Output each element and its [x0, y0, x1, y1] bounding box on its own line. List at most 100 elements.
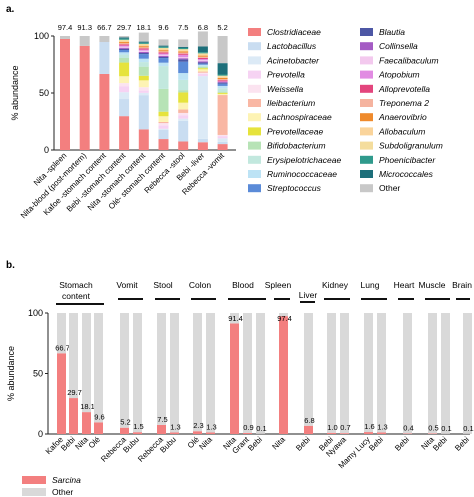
legend-swatch	[248, 170, 261, 178]
bar-segment	[377, 432, 386, 434]
bar-segment	[197, 63, 208, 65]
legend-swatch	[360, 70, 373, 79]
legend-label: Ruminococcaceae	[267, 169, 337, 179]
bar-segment	[197, 64, 208, 66]
panel-b-legend: Sarcina Other	[22, 475, 81, 497]
bar-segment	[217, 85, 228, 89]
bar-segment	[304, 313, 313, 426]
bar-value-label: 1.3	[206, 422, 216, 431]
bar-segment	[197, 76, 208, 139]
bar-segment	[178, 50, 189, 52]
bar-value-label: 5.2	[120, 418, 130, 427]
legend-swatch	[360, 127, 373, 136]
bar-segment	[197, 69, 208, 72]
bar-segment	[158, 46, 169, 48]
bar-segment	[119, 50, 130, 53]
bar-segment	[138, 54, 149, 59]
bar-segment	[178, 102, 189, 110]
bar-segment	[197, 31, 208, 47]
y-tick-label: 0	[38, 429, 43, 439]
bar-segment	[178, 61, 189, 74]
bar-segment	[197, 56, 208, 58]
legend-swatch	[360, 113, 373, 122]
bar-segment	[197, 52, 208, 54]
bar-segment	[178, 115, 189, 119]
bar-value-label: 66.7	[55, 343, 70, 352]
bar-segment	[119, 39, 130, 41]
bar-segment	[170, 313, 179, 433]
bar-value-label: 2.3	[193, 421, 203, 430]
bar-segment	[158, 55, 169, 57]
bar-segment	[138, 42, 149, 44]
legend-label: Lachnospiraceae	[267, 112, 332, 122]
bar-segment	[133, 432, 142, 434]
bar-segment	[157, 313, 166, 425]
bar-segment	[217, 36, 228, 64]
bar-segment	[197, 138, 208, 143]
bar-segment	[327, 313, 336, 433]
bar-segment	[206, 313, 215, 433]
bar-segment	[217, 92, 228, 94]
group-label: Lung	[361, 280, 380, 290]
bar-segment	[217, 75, 228, 77]
bar-segment	[158, 62, 169, 67]
y-axis-label: % abundance	[6, 346, 16, 401]
legend-swatch	[22, 476, 46, 484]
bar-value-label: 6.8	[198, 23, 208, 32]
bar-segment	[119, 92, 130, 100]
bar-segment	[94, 422, 103, 434]
bar-segment	[217, 74, 228, 76]
bar-segment	[243, 432, 252, 434]
legend-label: Bifidobacterium	[267, 141, 326, 151]
legend-label: Clostridiaceae	[267, 27, 321, 37]
bar-segment	[377, 313, 386, 433]
bar-value-label: 97.4	[58, 23, 73, 32]
panel-b-tag: b.	[6, 260, 15, 271]
x-category-label: Nita	[270, 435, 287, 452]
bar-segment	[119, 47, 130, 49]
bar-segment	[60, 36, 70, 39]
bar-segment	[428, 313, 437, 434]
legend-label: Allobaculum	[378, 126, 425, 136]
bar-segment	[119, 46, 130, 48]
bar-segment	[138, 95, 149, 130]
group-label: Brain	[452, 280, 472, 290]
bar-value-label: 0.1	[441, 424, 451, 433]
bar-segment	[197, 57, 208, 60]
bar-segment	[119, 86, 130, 93]
legend-swatch	[248, 155, 261, 164]
bar-segment	[197, 73, 208, 77]
legend-swatch	[248, 42, 261, 51]
legend-swatch	[360, 99, 373, 107]
legend-swatch	[360, 42, 373, 51]
y-tick-label: 0	[44, 145, 49, 155]
bar-segment	[178, 109, 189, 113]
bar-segment	[94, 313, 103, 423]
bar-segment	[82, 313, 91, 413]
bar-segment	[158, 45, 169, 47]
bar-value-label: 5.2	[217, 23, 227, 32]
bar-segment	[441, 313, 450, 434]
x-category-label: Bebi	[246, 435, 264, 453]
bar-segment	[463, 313, 472, 434]
bar-segment	[178, 53, 189, 55]
bar-segment	[178, 79, 189, 91]
group-label: Kidney	[322, 280, 349, 290]
legend-label: Prevotellaceae	[267, 126, 324, 136]
group-label: Colon	[189, 280, 211, 290]
legend-label: Faecalibaculum	[379, 55, 439, 65]
bar-segment	[197, 67, 208, 69]
bar-segment	[99, 42, 110, 74]
bar-segment	[119, 76, 130, 84]
bar-segment	[119, 99, 130, 117]
bar-segment	[193, 313, 202, 432]
bar-segment	[158, 88, 169, 112]
bar-segment	[119, 45, 130, 47]
bar-segment	[197, 55, 208, 57]
bar-segment	[158, 121, 169, 124]
bar-segment	[138, 50, 149, 52]
bar-value-label: 1.0	[327, 423, 337, 432]
bar-segment	[158, 66, 169, 89]
bar-segment	[217, 88, 228, 92]
